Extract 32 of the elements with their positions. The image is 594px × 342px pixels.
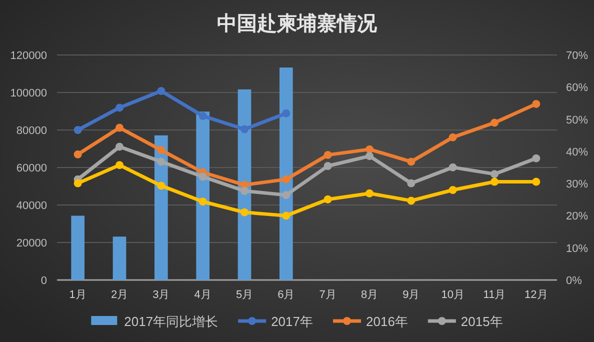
- y2-tick-label: 70%: [566, 50, 588, 62]
- legend-label: 2017年: [271, 314, 313, 329]
- x-tick-label: 10月: [441, 289, 464, 301]
- x-tick-label: 3月: [152, 289, 170, 301]
- y-tick-label: 0: [40, 275, 47, 287]
- y-tick-label: 40000: [16, 200, 47, 212]
- y-tick-label: 60000: [16, 162, 47, 174]
- y-tick-label: 120000: [10, 50, 47, 62]
- y2-tick-label: 50%: [566, 114, 588, 126]
- legend-label: 2016年: [366, 314, 408, 329]
- y2-tick-label: 60%: [566, 82, 588, 94]
- x-tick-label: 9月: [402, 289, 420, 301]
- x-tick-label: 8月: [360, 289, 378, 301]
- y2-tick-label: 40%: [566, 146, 588, 158]
- x-tick-label: 1月: [69, 289, 86, 301]
- y2-tick-label: 10%: [566, 242, 588, 255]
- x-tick-label: 7月: [319, 289, 336, 301]
- chart-title: 中国赴柬埔寨情况: [217, 12, 378, 35]
- x-tick-label: 12月: [524, 289, 548, 301]
- y2-tick-label: 30%: [566, 178, 588, 191]
- y-tick-label: 20000: [16, 238, 47, 250]
- x-tick-label: 5月: [236, 289, 254, 301]
- legend-label: 2015年: [460, 314, 503, 329]
- y-tick-label: 100000: [10, 88, 47, 100]
- y2-tick-label: 20%: [566, 210, 588, 223]
- x-tick-label: 6月: [278, 289, 295, 301]
- y2-tick-label: 0%: [566, 275, 582, 287]
- x-tick-label: 11月: [483, 289, 506, 301]
- x-tick-label: 4月: [194, 289, 212, 301]
- legend-label: 2017年同比增长: [124, 314, 218, 329]
- x-tick-label: 2月: [110, 289, 128, 301]
- y-tick-label: 80000: [16, 125, 47, 137]
